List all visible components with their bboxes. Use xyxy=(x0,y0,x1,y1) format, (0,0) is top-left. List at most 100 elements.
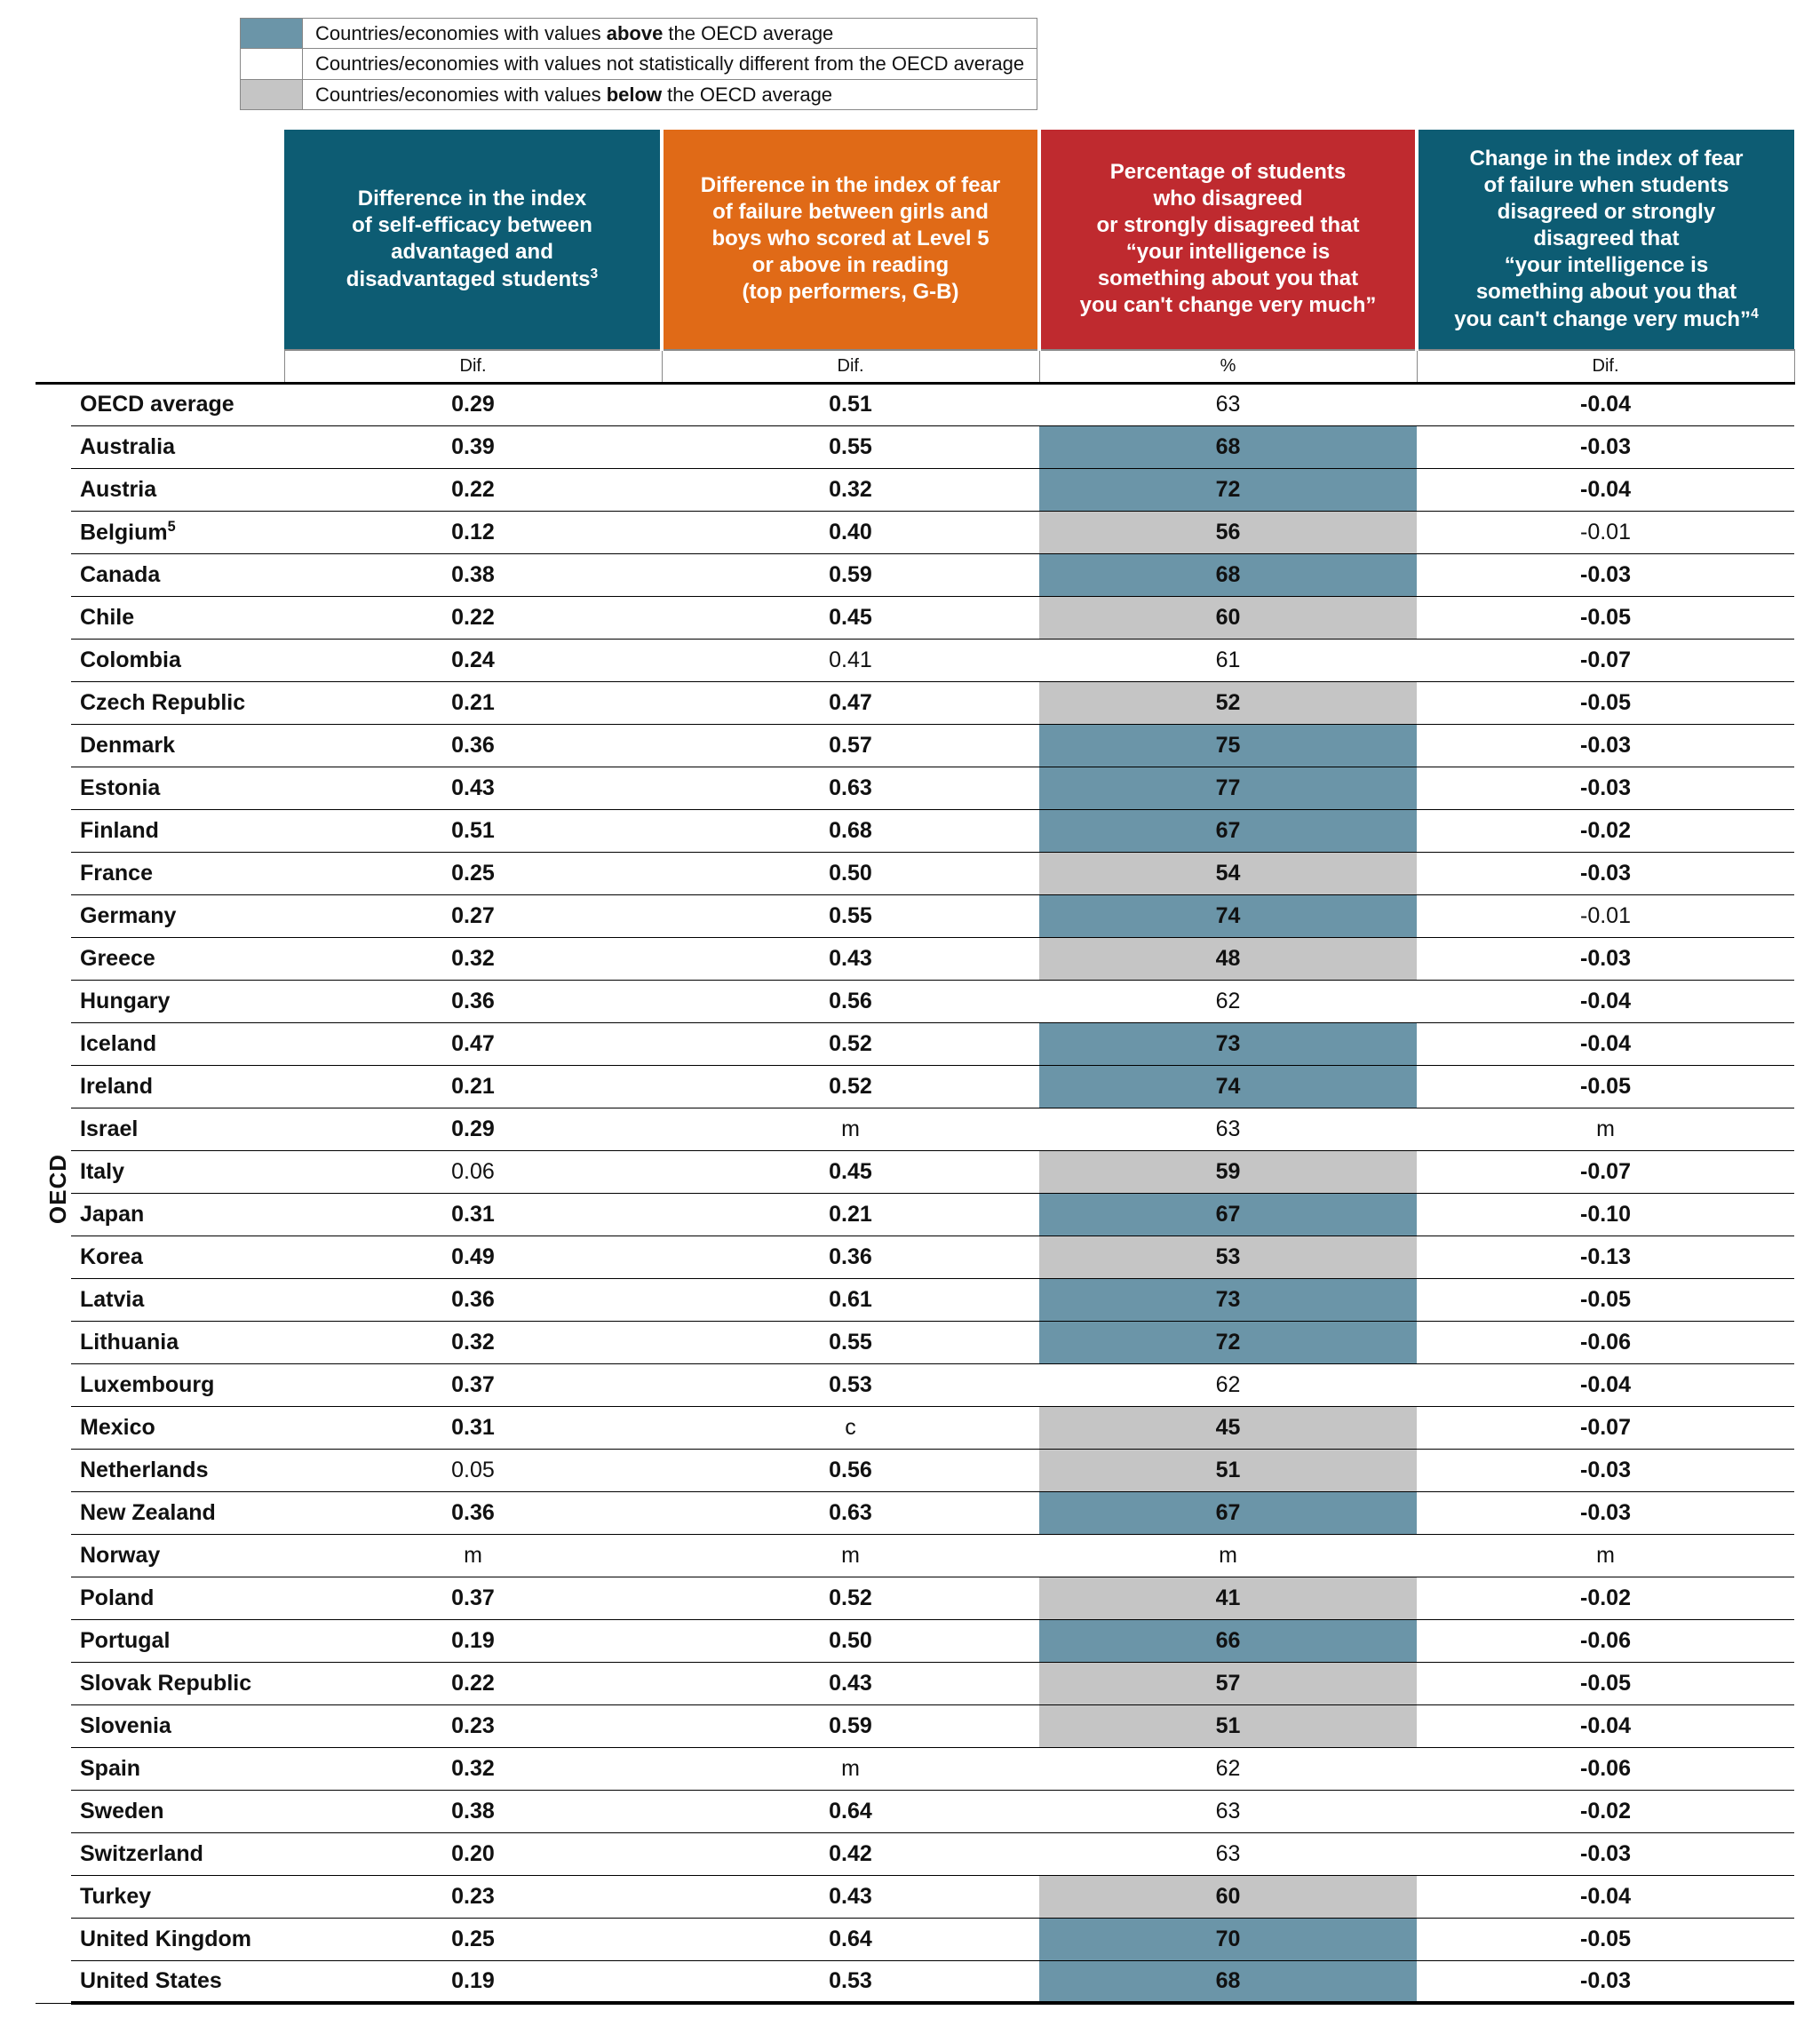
cell-c1: 0.39 xyxy=(284,425,662,468)
cell-c1: 0.19 xyxy=(284,1619,662,1662)
cell-c1: 0.25 xyxy=(284,852,662,894)
cell-c3: 56 xyxy=(1039,511,1417,553)
table-row: Canada0.380.5968-0.03 xyxy=(36,553,1794,596)
cell-c3: 52 xyxy=(1039,681,1417,724)
country-name: Denmark xyxy=(71,724,284,767)
country-name: Chile xyxy=(71,596,284,639)
table-row: Turkey0.230.4360-0.04 xyxy=(36,1875,1794,1918)
country-name: Netherlands xyxy=(71,1449,284,1491)
cell-c4: m xyxy=(1417,1534,1794,1577)
cell-c4: -0.01 xyxy=(1417,894,1794,937)
cell-c1: 0.32 xyxy=(284,937,662,980)
cell-c2: 0.53 xyxy=(662,1363,1039,1406)
table-row: United Kingdom0.250.6470-0.05 xyxy=(36,1918,1794,1960)
table-row: Israel0.29m63m xyxy=(36,1108,1794,1150)
table-body: OECDOECD average0.290.5163-0.04Australia… xyxy=(36,383,1794,2003)
cell-c4: -0.05 xyxy=(1417,681,1794,724)
cell-c3: 54 xyxy=(1039,852,1417,894)
table-row: Mexico0.31c45-0.07 xyxy=(36,1406,1794,1449)
table-row: Denmark0.360.5775-0.03 xyxy=(36,724,1794,767)
table-row: Estonia0.430.6377-0.03 xyxy=(36,767,1794,809)
cell-c4: -0.04 xyxy=(1417,1363,1794,1406)
cell-c3: 74 xyxy=(1039,1065,1417,1108)
cell-c1: 0.31 xyxy=(284,1193,662,1236)
cell-c1: 0.21 xyxy=(284,1065,662,1108)
country-name: Slovenia xyxy=(71,1704,284,1747)
table-row: France0.250.5054-0.03 xyxy=(36,852,1794,894)
cell-c4: -0.04 xyxy=(1417,468,1794,511)
legend-row-below: Countries/economies with values below th… xyxy=(241,80,1037,109)
country-name: Germany xyxy=(71,894,284,937)
cell-c4: -0.03 xyxy=(1417,1491,1794,1534)
cell-c4: -0.06 xyxy=(1417,1747,1794,1790)
cell-c1: 0.31 xyxy=(284,1406,662,1449)
country-name: Korea xyxy=(71,1236,284,1278)
cell-c3: 63 xyxy=(1039,1832,1417,1875)
table-row: Luxembourg0.370.5362-0.04 xyxy=(36,1363,1794,1406)
column-header-c2: Difference in the index of fearof failur… xyxy=(662,128,1039,350)
cell-c1: 0.06 xyxy=(284,1150,662,1193)
cell-c2: m xyxy=(662,1534,1039,1577)
country-name: Canada xyxy=(71,553,284,596)
country-name: Norway xyxy=(71,1534,284,1577)
table-row: Portugal0.190.5066-0.06 xyxy=(36,1619,1794,1662)
cell-c4: -0.03 xyxy=(1417,1449,1794,1491)
country-name: Turkey xyxy=(71,1875,284,1918)
table-row: New Zealand0.360.6367-0.03 xyxy=(36,1491,1794,1534)
cell-c3: 53 xyxy=(1039,1236,1417,1278)
data-table: Difference in the indexof self-efficacy … xyxy=(36,126,1795,2006)
cell-c2: 0.59 xyxy=(662,553,1039,596)
country-name: United States xyxy=(71,1960,284,2003)
country-name: New Zealand xyxy=(71,1491,284,1534)
country-name: Mexico xyxy=(71,1406,284,1449)
cell-c1: 0.36 xyxy=(284,724,662,767)
table-row: Slovak Republic0.220.4357-0.05 xyxy=(36,1662,1794,1704)
country-name: Estonia xyxy=(71,767,284,809)
column-subheader-c2: Dif. xyxy=(662,350,1039,384)
table-row: Greece0.320.4348-0.03 xyxy=(36,937,1794,980)
legend-text-below: Countries/economies with values below th… xyxy=(303,80,845,109)
cell-c3: 57 xyxy=(1039,1662,1417,1704)
cell-c4: -0.03 xyxy=(1417,425,1794,468)
cell-c3: 67 xyxy=(1039,1491,1417,1534)
country-name: Switzerland xyxy=(71,1832,284,1875)
country-name: Colombia xyxy=(71,639,284,681)
country-name: OECD average xyxy=(71,383,284,425)
legend-swatch-same xyxy=(241,49,303,78)
cell-c2: 0.53 xyxy=(662,1960,1039,2003)
column-header-c3: Percentage of studentswho disagreedor st… xyxy=(1039,128,1417,350)
cell-c3: 74 xyxy=(1039,894,1417,937)
cell-c2: c xyxy=(662,1406,1039,1449)
cell-c2: 0.45 xyxy=(662,596,1039,639)
cell-c2: 0.64 xyxy=(662,1790,1039,1832)
cell-c3: 67 xyxy=(1039,1193,1417,1236)
table-row: Norwaymmmm xyxy=(36,1534,1794,1577)
legend-above-pre: Countries/economies with values xyxy=(315,22,607,44)
cell-c1: 0.43 xyxy=(284,767,662,809)
cell-c2: 0.43 xyxy=(662,1875,1039,1918)
cell-c1: 0.32 xyxy=(284,1321,662,1363)
column-subheader-c3: % xyxy=(1039,350,1417,384)
country-name: Luxembourg xyxy=(71,1363,284,1406)
country-name: Czech Republic xyxy=(71,681,284,724)
country-name: France xyxy=(71,852,284,894)
cell-c4: -0.03 xyxy=(1417,767,1794,809)
cell-c4: -0.02 xyxy=(1417,1790,1794,1832)
cell-c4: -0.04 xyxy=(1417,980,1794,1022)
cell-c3: 68 xyxy=(1039,425,1417,468)
cell-c2: 0.40 xyxy=(662,511,1039,553)
cell-c2: 0.63 xyxy=(662,767,1039,809)
country-name: Latvia xyxy=(71,1278,284,1321)
cell-c3: 63 xyxy=(1039,1790,1417,1832)
country-name: Israel xyxy=(71,1108,284,1150)
cell-c3: 45 xyxy=(1039,1406,1417,1449)
country-name: Finland xyxy=(71,809,284,852)
cell-c1: 0.37 xyxy=(284,1363,662,1406)
table-head: Difference in the indexof self-efficacy … xyxy=(36,128,1794,384)
cell-c4: -0.05 xyxy=(1417,1278,1794,1321)
cell-c1: 0.22 xyxy=(284,596,662,639)
cell-c3: 60 xyxy=(1039,596,1417,639)
cell-c3: 41 xyxy=(1039,1577,1417,1619)
cell-c1: 0.20 xyxy=(284,1832,662,1875)
cell-c2: 0.42 xyxy=(662,1832,1039,1875)
